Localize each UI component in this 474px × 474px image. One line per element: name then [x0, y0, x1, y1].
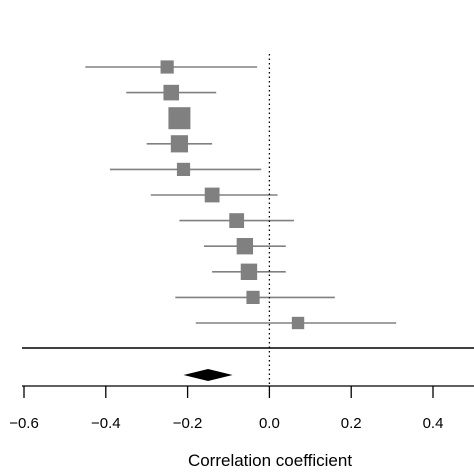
x-tick-label: 0.2	[341, 415, 362, 432]
study-estimate-box	[229, 213, 245, 228]
study-estimate-box	[160, 60, 174, 74]
study-estimate-box	[291, 316, 305, 330]
study-row	[109, 162, 262, 176]
study-rows	[85, 60, 397, 330]
study-estimate-box	[163, 84, 180, 101]
study-row	[195, 316, 397, 330]
study-row	[203, 238, 286, 255]
study-row	[150, 187, 278, 203]
summary-diamond	[183, 369, 233, 381]
x-tick-label: 0.0	[259, 415, 280, 432]
study-estimate-box	[236, 238, 254, 255]
x-tick-label: −0.6	[9, 415, 39, 432]
study-row	[126, 84, 217, 101]
study-row	[168, 107, 191, 130]
study-estimate-box	[240, 263, 258, 280]
study-estimate-box	[170, 135, 189, 153]
x-tick-label: −0.4	[91, 415, 121, 432]
study-estimate-box	[168, 107, 191, 130]
study-row	[212, 263, 286, 280]
x-tick-label: 0.4	[423, 415, 444, 432]
study-row	[175, 290, 335, 304]
study-estimate-box	[204, 187, 220, 203]
study-row	[85, 60, 258, 74]
x-tick-label: −0.2	[173, 415, 203, 432]
study-row	[179, 213, 294, 228]
study-estimate-box	[246, 290, 260, 304]
x-axis-ticks: −0.6 −0.4 −0.2 0.0 0.2 0.4	[9, 386, 443, 432]
x-axis: −0.6 −0.4 −0.2 0.0 0.2 0.4	[9, 385, 474, 432]
study-row	[146, 135, 213, 153]
x-axis-label: Correlation coefficient	[188, 451, 352, 470]
study-estimate-box	[176, 162, 191, 176]
